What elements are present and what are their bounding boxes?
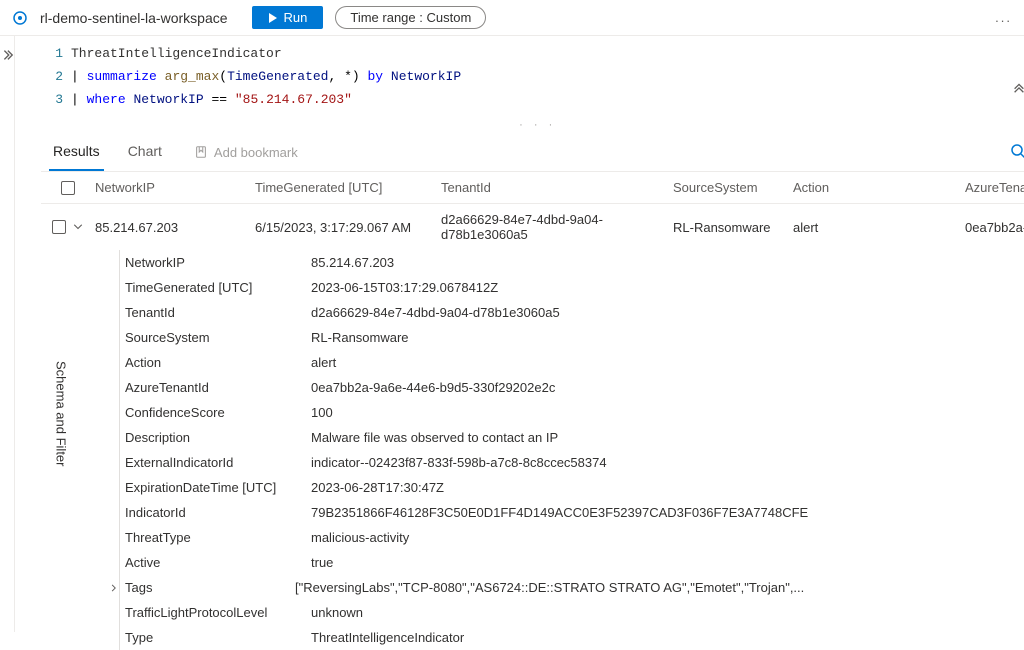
detail-value: indicator--02423f87-833f-598b-a7c8-8c8cc… — [311, 455, 607, 470]
detail-row: TimeGenerated [UTC]2023-06-15T03:17:29.0… — [125, 275, 1024, 300]
detail-key: Action — [125, 355, 311, 370]
detail-key: ConfidenceScore — [125, 405, 311, 420]
detail-key: TrafficLightProtocolLevel — [125, 605, 311, 620]
col-action[interactable]: Action — [793, 180, 965, 195]
detail-value: RL-Ransomware — [311, 330, 409, 345]
top-toolbar: rl-demo-sentinel-la-workspace Run Time r… — [0, 0, 1024, 36]
table-row[interactable]: 85.214.67.203 6/15/2023, 3:17:29.067 AM … — [41, 204, 1024, 250]
schema-filter-panel[interactable]: Schema and Filter — [49, 216, 73, 612]
time-range-value: Custom — [427, 10, 472, 25]
line-number: 3 — [41, 92, 71, 107]
detail-key: NetworkIP — [125, 255, 311, 270]
detail-value: d2a66629-84e7-4dbd-9a04-d78b1e3060a5 — [311, 305, 560, 320]
schema-filter-label: Schema and Filter — [54, 361, 69, 467]
results-tabs: Results Chart Add bookmark — [41, 133, 1024, 172]
detail-key: SourceSystem — [125, 330, 311, 345]
detail-row: AzureTenantId0ea7bb2a-9a6e-44e6-b9d5-330… — [125, 375, 1024, 400]
drag-handle[interactable]: · · · — [41, 117, 1024, 133]
tab-chart[interactable]: Chart — [124, 133, 166, 171]
col-networkip[interactable]: NetworkIP — [95, 180, 255, 195]
cell-source: RL-Ransomware — [673, 220, 793, 235]
run-label: Run — [284, 10, 308, 25]
detail-key: ExpirationDateTime [UTC] — [125, 480, 311, 495]
detail-value: 85.214.67.203 — [311, 255, 394, 270]
select-all-checkbox[interactable] — [61, 181, 75, 195]
workspace-name: rl-demo-sentinel-la-workspace — [40, 10, 228, 26]
detail-row: ConfidenceScore100 — [125, 400, 1024, 425]
collapse-editor-icon[interactable] — [1012, 80, 1024, 97]
query-editor[interactable]: 1ThreatIntelligenceIndicator2| summarize… — [41, 36, 1024, 117]
detail-value: 79B2351866F46128F3C50E0D1FF4D149ACC0E3F5… — [311, 505, 808, 520]
col-atenant[interactable]: AzureTenan — [965, 180, 1024, 195]
detail-row: NetworkIP85.214.67.203 — [125, 250, 1024, 275]
detail-row: IndicatorId79B2351866F46128F3C50E0D1FF4D… — [125, 500, 1024, 525]
line-number: 1 — [41, 46, 71, 61]
bookmark-label: Add bookmark — [214, 145, 298, 160]
expand-rail-icon[interactable] — [0, 48, 14, 62]
detail-row: TypeThreatIntelligenceIndicator — [125, 625, 1024, 650]
detail-value: alert — [311, 355, 336, 370]
chevron-right-icon[interactable] — [109, 583, 119, 593]
detail-key: TenantId — [125, 305, 311, 320]
detail-key: IndicatorId — [125, 505, 311, 520]
col-source[interactable]: SourceSystem — [673, 180, 793, 195]
detail-value: ["ReversingLabs","TCP-8080","AS6724::DE:… — [295, 580, 804, 595]
add-bookmark-button[interactable]: Add bookmark — [194, 145, 298, 160]
time-range-button[interactable]: Time range : Custom — [335, 6, 486, 29]
detail-value: true — [311, 555, 333, 570]
bookmark-icon — [194, 145, 208, 159]
detail-key: ExternalIndicatorId — [125, 455, 311, 470]
row-details: NetworkIP85.214.67.203TimeGenerated [UTC… — [41, 250, 1024, 650]
detail-row: Actionalert — [125, 350, 1024, 375]
cell-networkip: 85.214.67.203 — [95, 220, 255, 235]
detail-row: ThreatTypemalicious-activity — [125, 525, 1024, 550]
tab-results[interactable]: Results — [49, 133, 104, 171]
code-line[interactable]: | where NetworkIP == "85.214.67.203" — [71, 92, 352, 107]
detail-key: Type — [125, 630, 311, 645]
detail-row: SourceSystemRL-Ransomware — [125, 325, 1024, 350]
detail-value: malicious-activity — [311, 530, 409, 545]
detail-key: ThreatType — [125, 530, 311, 545]
play-icon — [268, 13, 278, 23]
detail-value: 2023-06-15T03:17:29.0678412Z — [311, 280, 498, 295]
cell-action: alert — [793, 220, 965, 235]
col-timegen[interactable]: TimeGenerated [UTC] — [255, 180, 441, 195]
cell-timegen: 6/15/2023, 3:17:29.067 AM — [255, 220, 441, 235]
workspace-icon — [12, 10, 28, 26]
detail-value: 2023-06-28T17:30:47Z — [311, 480, 444, 495]
detail-key: AzureTenantId — [125, 380, 311, 395]
time-range-label: Time range : — [350, 10, 423, 25]
detail-value: unknown — [311, 605, 363, 620]
detail-row: TenantIdd2a66629-84e7-4dbd-9a04-d78b1e30… — [125, 300, 1024, 325]
detail-key: Tags — [109, 580, 295, 595]
cell-atenant: 0ea7bb2a-9 — [965, 220, 1024, 235]
detail-row: Tags["ReversingLabs","TCP-8080","AS6724:… — [125, 575, 1024, 600]
left-rail — [0, 36, 15, 632]
detail-key: TimeGenerated [UTC] — [125, 280, 311, 295]
run-button[interactable]: Run — [252, 6, 324, 29]
row-expand-icon[interactable] — [72, 221, 84, 233]
detail-row: DescriptionMalware file was observed to … — [125, 425, 1024, 450]
detail-row: Activetrue — [125, 550, 1024, 575]
line-number: 2 — [41, 69, 71, 84]
detail-row: TrafficLightProtocolLevelunknown — [125, 600, 1024, 625]
search-icon[interactable] — [1010, 143, 1024, 162]
detail-key: Description — [125, 430, 311, 445]
detail-row: ExpirationDateTime [UTC]2023-06-28T17:30… — [125, 475, 1024, 500]
detail-row: ExternalIndicatorIdindicator--02423f87-8… — [125, 450, 1024, 475]
cell-tenant: d2a66629-84e7-4dbd-9a04-d78b1e3060a5 — [441, 212, 673, 242]
detail-value: 100 — [311, 405, 333, 420]
detail-key: Active — [125, 555, 311, 570]
detail-value: ThreatIntelligenceIndicator — [311, 630, 464, 645]
code-line[interactable]: | summarize arg_max(TimeGenerated, *) by… — [71, 69, 461, 84]
detail-value: 0ea7bb2a-9a6e-44e6-b9d5-330f29202e2c — [311, 380, 555, 395]
col-tenant[interactable]: TenantId — [441, 180, 673, 195]
code-line[interactable]: ThreatIntelligenceIndicator — [71, 46, 282, 61]
more-menu[interactable]: ... — [995, 10, 1012, 25]
grid-header: NetworkIP TimeGenerated [UTC] TenantId S… — [41, 172, 1024, 204]
detail-value: Malware file was observed to contact an … — [311, 430, 558, 445]
